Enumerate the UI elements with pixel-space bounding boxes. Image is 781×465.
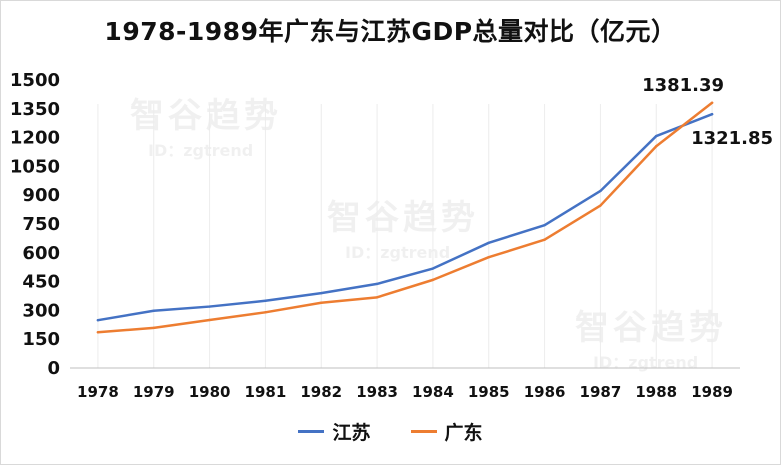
- data-point: [208, 305, 211, 308]
- data-point: [710, 101, 714, 104]
- x-tick-label: 1988: [635, 383, 677, 401]
- x-tick-label: 1979: [133, 383, 175, 401]
- x-tick-label: 1985: [468, 383, 510, 401]
- data-point: [599, 189, 602, 193]
- y-tick-label: 0: [47, 358, 60, 379]
- data-point: [431, 278, 435, 282]
- data-point: [152, 309, 155, 312]
- y-tick-label: 450: [22, 272, 60, 293]
- data-point: [96, 318, 100, 322]
- chart-title: 1978-1989年广东与江苏GDP总量对比（亿元）: [104, 17, 677, 46]
- y-tick-label: 1200: [10, 128, 60, 149]
- data-point: [96, 331, 100, 334]
- data-point: [487, 256, 490, 259]
- y-tick-label: 1350: [10, 99, 60, 120]
- x-tick-label: 1989: [691, 383, 733, 401]
- x-tick-label: 1982: [300, 383, 342, 401]
- data-point: [599, 204, 602, 207]
- legend-swatch-jiangsu: [298, 430, 325, 433]
- data-point: [264, 299, 267, 302]
- data-point: [375, 282, 379, 286]
- y-tick-label: 1050: [10, 156, 60, 177]
- y-tick-label: 600: [22, 243, 60, 264]
- data-point: [320, 291, 323, 295]
- y-tick-label: 1500: [10, 70, 60, 91]
- y-tick-label: 750: [22, 214, 60, 235]
- data-point: [655, 145, 658, 148]
- x-tick-label: 1983: [356, 383, 398, 401]
- data-point: [543, 238, 546, 241]
- legend-item-guangdong: 广东: [410, 418, 483, 445]
- legend-swatch-guangdong: [410, 430, 437, 433]
- data-point: [431, 267, 435, 270]
- data-labels: 1381.39 1321.85: [642, 75, 773, 149]
- data-point: [487, 241, 490, 245]
- data-point: [208, 318, 211, 322]
- data-point: [264, 311, 267, 314]
- series-lines: [96, 101, 714, 334]
- data-point: [320, 301, 323, 304]
- x-tick-label: 1984: [412, 383, 454, 401]
- x-tick-label: 1986: [524, 383, 566, 401]
- legend-label-jiangsu: 江苏: [332, 422, 371, 444]
- data-point: [543, 223, 546, 227]
- data-point: [375, 296, 379, 299]
- y-tick-label: 150: [22, 329, 60, 350]
- y-tick-label: 300: [22, 300, 60, 321]
- axes: 0 150 300 450 600 750 900 1050 1200 1350 1500 1978 1…: [10, 70, 740, 401]
- legend: 江苏 广东: [0, 418, 781, 445]
- x-tick-label: 1981: [245, 383, 287, 401]
- series-line-guangdong: [96, 101, 714, 334]
- legend-item-jiangsu: 江苏: [298, 418, 371, 445]
- legend-label-guangdong: 广东: [444, 422, 483, 444]
- data-label: 1381.39: [642, 75, 724, 96]
- x-tick-label: 1978: [77, 383, 119, 401]
- data-point: [710, 113, 714, 116]
- x-tick-label: 1980: [189, 383, 231, 401]
- series-line-jiangsu: [96, 112, 714, 322]
- y-tick-label: 900: [22, 185, 60, 206]
- data-label: 1321.85: [691, 128, 773, 149]
- x-tick-label: 1987: [580, 383, 622, 401]
- data-point: [655, 134, 658, 138]
- data-point: [152, 326, 155, 330]
